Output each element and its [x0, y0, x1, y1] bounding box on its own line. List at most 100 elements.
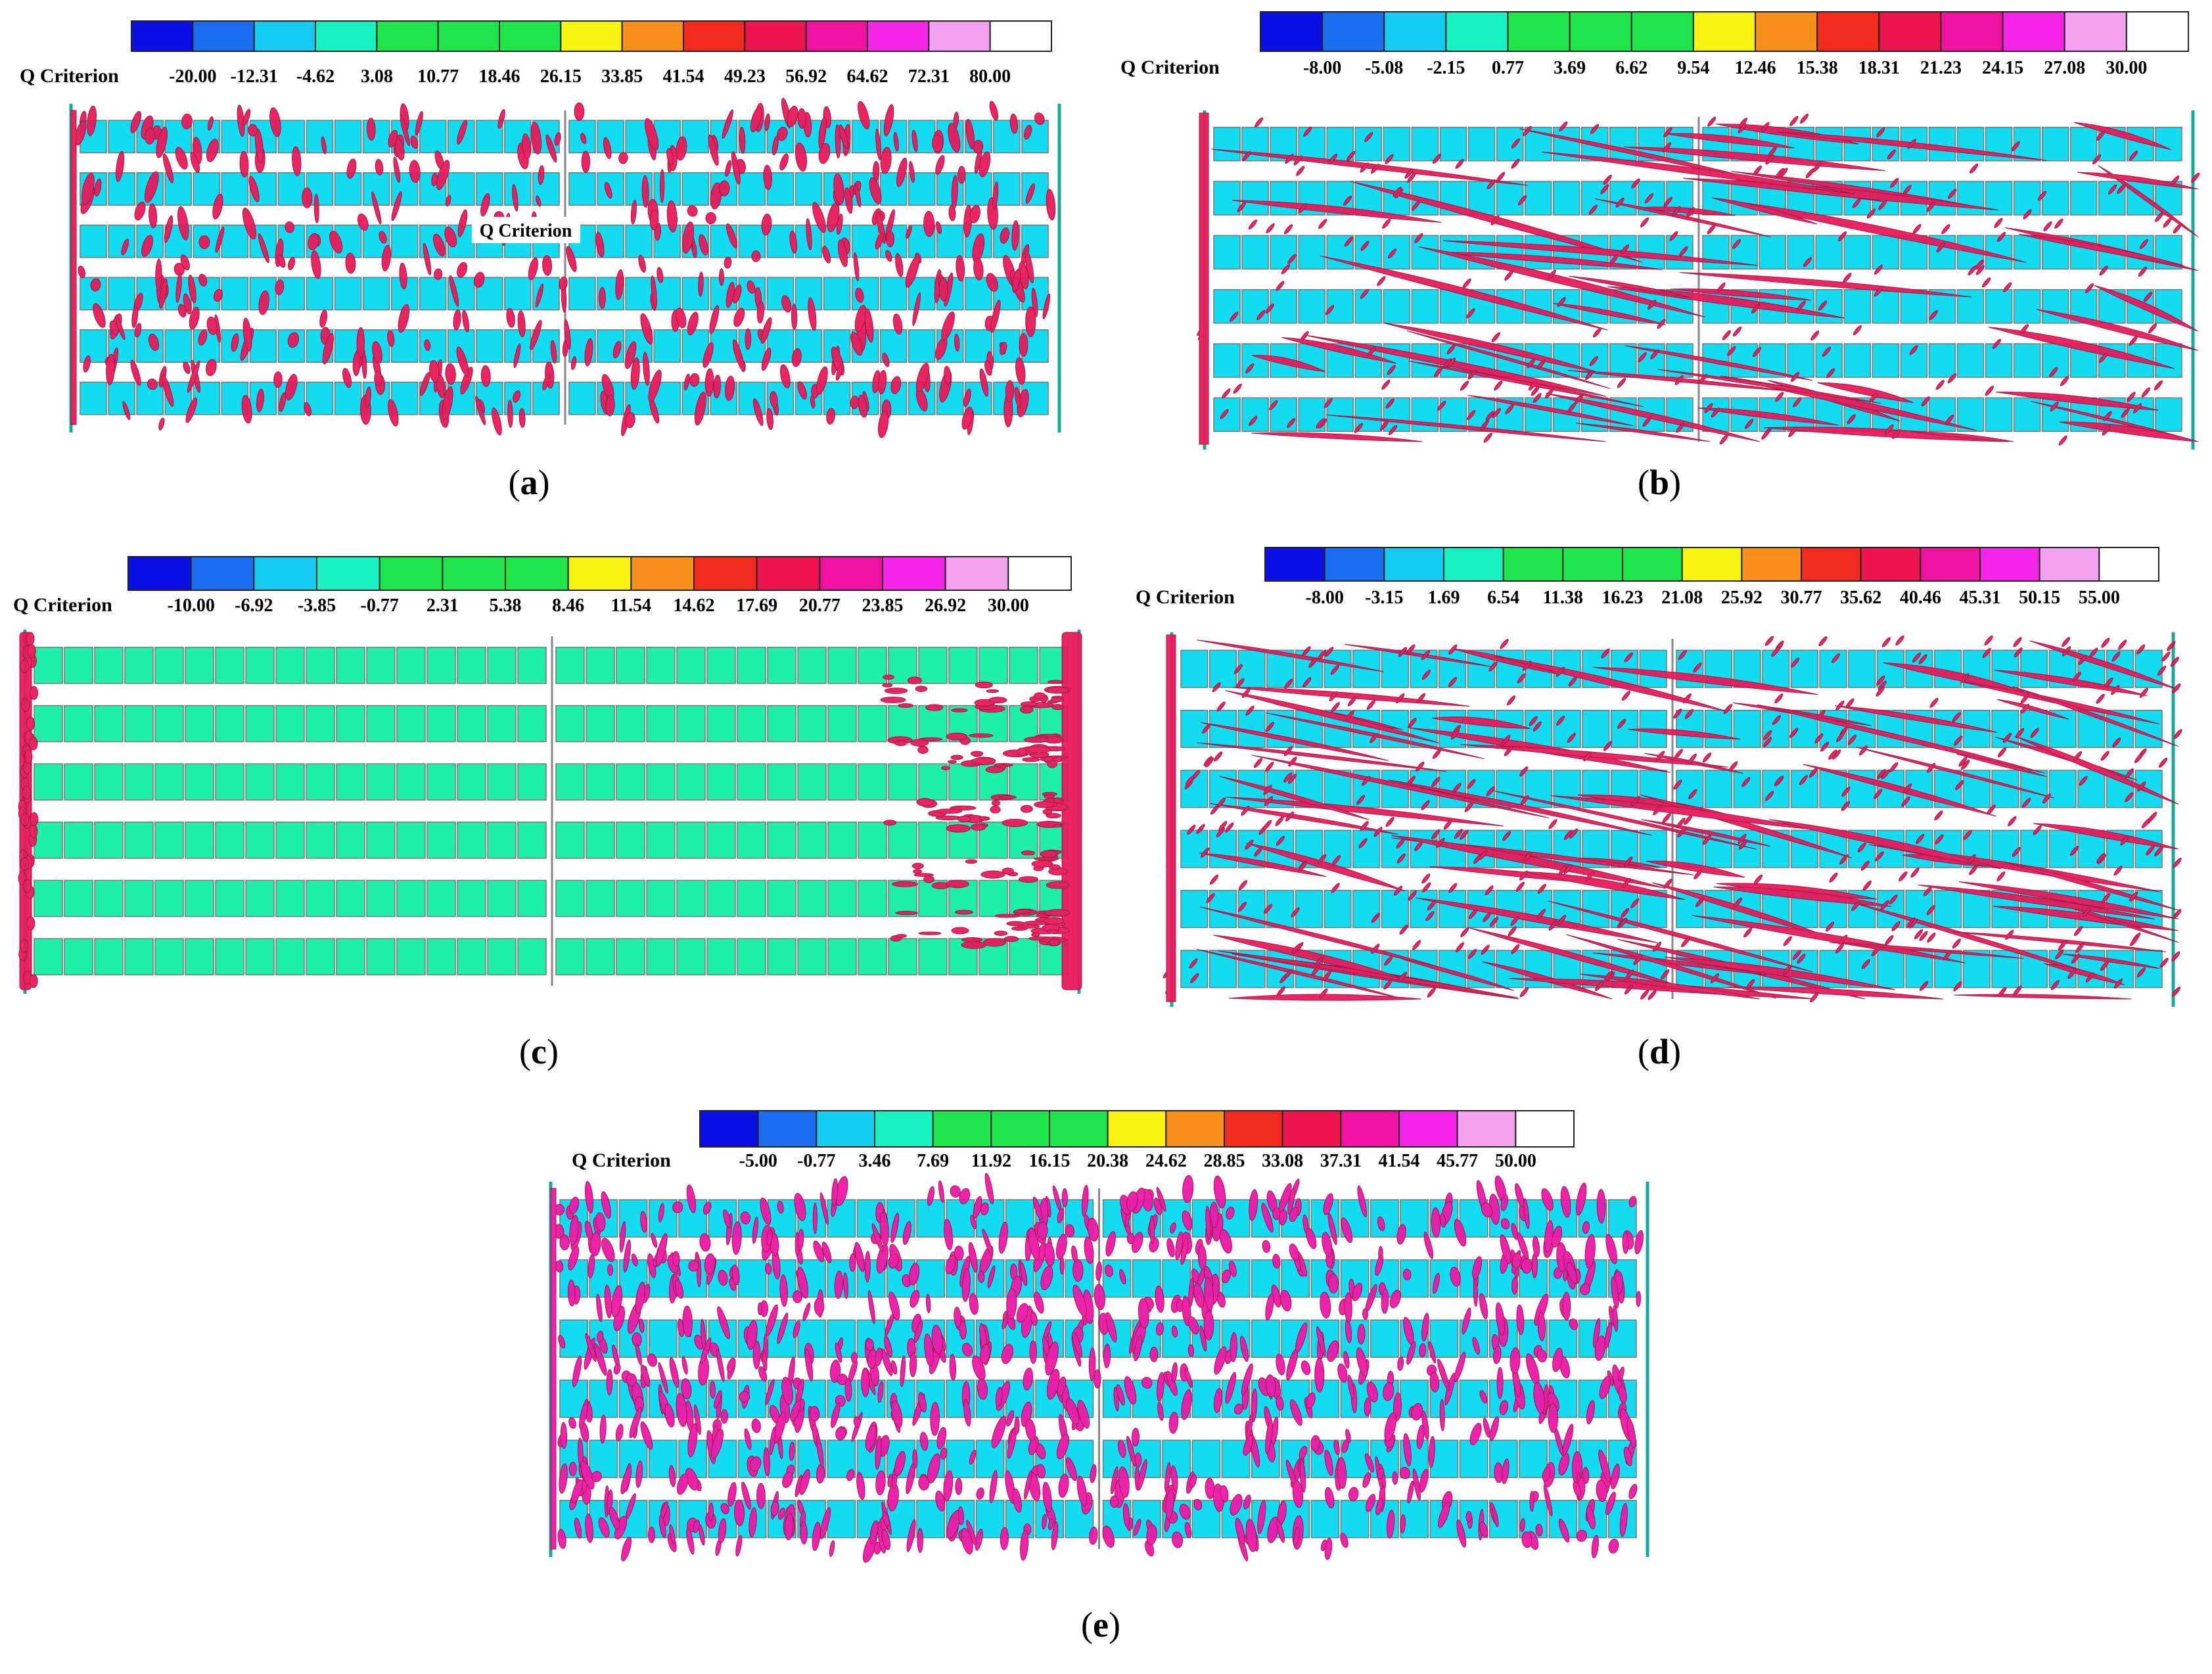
- vortex-blob: [948, 760, 957, 764]
- panel-tile: [1180, 889, 1209, 929]
- vortex-blob: [951, 927, 969, 935]
- vortex-streak: [2098, 165, 2199, 237]
- colorbar-swatch: [757, 1110, 818, 1148]
- panel-tile: [64, 938, 93, 975]
- panel-caption: (a): [509, 463, 550, 502]
- simulation-view: [1163, 632, 2182, 1007]
- vortex-blob: [2013, 637, 2022, 647]
- vortex-blob: [22, 785, 31, 800]
- vortex-blob: [644, 118, 659, 151]
- vortex-blob: [941, 311, 955, 341]
- vortex-blob: [689, 373, 700, 387]
- panel-tile: [487, 879, 517, 918]
- panel-tile: [396, 822, 426, 859]
- vortex-blob: [536, 195, 541, 207]
- panel-tile: [154, 763, 184, 801]
- panel-tile: [616, 705, 645, 743]
- panel-tile: [1213, 235, 1241, 270]
- vortex-blob: [713, 375, 722, 399]
- colorbar-swatch: [630, 556, 695, 591]
- colorbar-tick-label: 16.23: [1602, 588, 1644, 608]
- vortex-blob: [865, 1338, 874, 1351]
- vortex-blob: [1385, 154, 1394, 164]
- vortex-blob: [391, 191, 402, 221]
- vortex-blob: [648, 369, 662, 402]
- panel-tile: [795, 329, 823, 363]
- vortex-blob: [625, 411, 635, 429]
- vortex-blob: [1432, 749, 1442, 759]
- panel-tile: [1270, 235, 1297, 270]
- panel-tile: [646, 763, 676, 801]
- vortex-blob: [731, 151, 741, 185]
- vortex-blob: [724, 256, 732, 269]
- colorbar-tick-label: 11.92: [971, 1151, 1011, 1171]
- vortex-blob: [829, 1540, 835, 1558]
- vortex-blob: [2139, 687, 2148, 698]
- panel-tile: [396, 938, 426, 975]
- colorbar: [127, 556, 1072, 591]
- vortex-blob: [241, 394, 252, 424]
- colorbar-swatch: [2039, 547, 2100, 582]
- panel-tile: [1162, 1319, 1191, 1358]
- colorbar-swatch: [1443, 547, 1504, 582]
- vortex-blob: [1242, 151, 1251, 162]
- panel-tile: [797, 879, 827, 918]
- vortex-blob: [2173, 223, 2182, 234]
- vortex-blob: [953, 111, 959, 129]
- vortex-streak: [1251, 432, 1423, 442]
- vortex-blob: [436, 374, 446, 398]
- vortex-blob: [1941, 224, 1950, 235]
- vortex-blob: [1318, 219, 1327, 229]
- vortex-blob: [449, 275, 459, 307]
- vortex-blob: [517, 310, 526, 338]
- panel-tile: [797, 822, 827, 859]
- colorbar-swatch: [1456, 1110, 1517, 1148]
- panel-tile: [1298, 343, 1325, 378]
- panel-tile: [1928, 397, 1956, 432]
- vortex-blob: [1994, 218, 2003, 228]
- panel-tile: [2013, 343, 2041, 378]
- colorbar-swatch: [1383, 547, 1444, 582]
- vortex-blob: [1296, 166, 1305, 176]
- vortex-blob: [1025, 183, 1035, 204]
- vortex-blob: [988, 697, 1007, 704]
- colorbar-tick-label: 72.31: [908, 66, 950, 87]
- vortex-streak: [1251, 355, 1326, 373]
- panel-tile: [2020, 649, 2048, 688]
- vortex-blob: [896, 157, 908, 187]
- panel-tile: [586, 822, 615, 859]
- vortex-blob: [810, 395, 816, 409]
- panel-tile: [94, 647, 124, 684]
- vortex-blob: [190, 152, 200, 173]
- vortex-blob: [559, 1234, 570, 1251]
- vortex-blob: [442, 386, 453, 421]
- vortex-blob: [791, 304, 798, 331]
- panel-tile: [2134, 709, 2163, 749]
- panel-tile: [1411, 289, 1439, 324]
- vortex-blob: [1034, 112, 1045, 126]
- vortex-blob: [1732, 326, 1742, 337]
- colorbar-tick-label: 37.31: [1320, 1151, 1362, 1171]
- panel-tile: [1411, 126, 1439, 162]
- vortex-blob: [285, 221, 295, 233]
- colorbar-tick-label: 3.08: [361, 66, 393, 87]
- panel-tile: [737, 705, 766, 743]
- vortex-blob: [1002, 818, 1028, 827]
- vortex-blob: [428, 360, 440, 383]
- panel-d: Q Criterion -8.00 -3.15 1.69 6.54 11.38 16.23 2…: [1136, 547, 2182, 1071]
- vortex-blob: [1000, 227, 1010, 244]
- vortex-streak: [2094, 285, 2199, 332]
- vortex-blob: [849, 1253, 856, 1272]
- panel-tile: [34, 938, 63, 975]
- panel-tile: [555, 763, 585, 801]
- colorbar-tick-label: 25.92: [1721, 588, 1763, 608]
- panel-tile: [616, 647, 645, 684]
- vortex-blob: [512, 184, 518, 212]
- colorbar-swatch: [1383, 11, 1447, 52]
- colorbar-swatch: [1224, 1110, 1283, 1148]
- vortex-blob: [1034, 692, 1046, 699]
- panel-tile: [2134, 950, 2163, 988]
- vortex-blob: [1531, 1253, 1538, 1278]
- vortex-blob: [1439, 1399, 1445, 1431]
- vortex-blob: [1826, 368, 1835, 379]
